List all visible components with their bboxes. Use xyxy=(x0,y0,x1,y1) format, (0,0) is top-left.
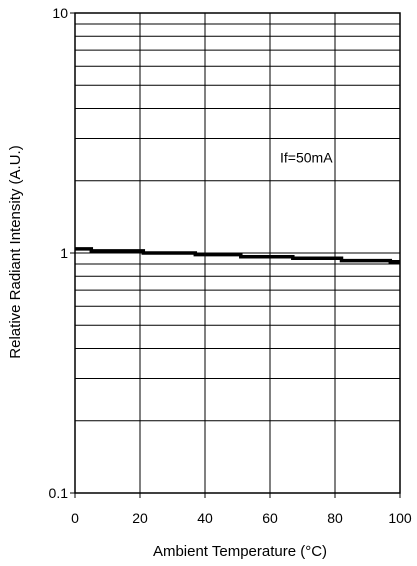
tick-layer: 0 20 40 60 80 100 0.1 1 10 xyxy=(49,5,412,526)
x-tick-label: 0 xyxy=(71,510,79,526)
y-tick-label: 10 xyxy=(52,5,68,21)
series-layer xyxy=(75,247,400,264)
annotation-if-50ma: If=50mA xyxy=(280,149,333,165)
x-tick-label: 20 xyxy=(132,510,148,526)
y-tick-label: 1 xyxy=(60,245,68,261)
series-line-0 xyxy=(75,247,400,264)
x-tick-label: 40 xyxy=(197,510,213,526)
x-tick-label: 100 xyxy=(388,510,412,526)
x-tick-label: 60 xyxy=(262,510,278,526)
x-tick-label: 80 xyxy=(327,510,343,526)
x-axis-label: Ambient Temperature (°C) xyxy=(153,543,327,560)
y-tick-label: 0.1 xyxy=(49,485,69,501)
y-axis-label: Relative Radiant Intensity (A.U.) xyxy=(7,145,24,358)
